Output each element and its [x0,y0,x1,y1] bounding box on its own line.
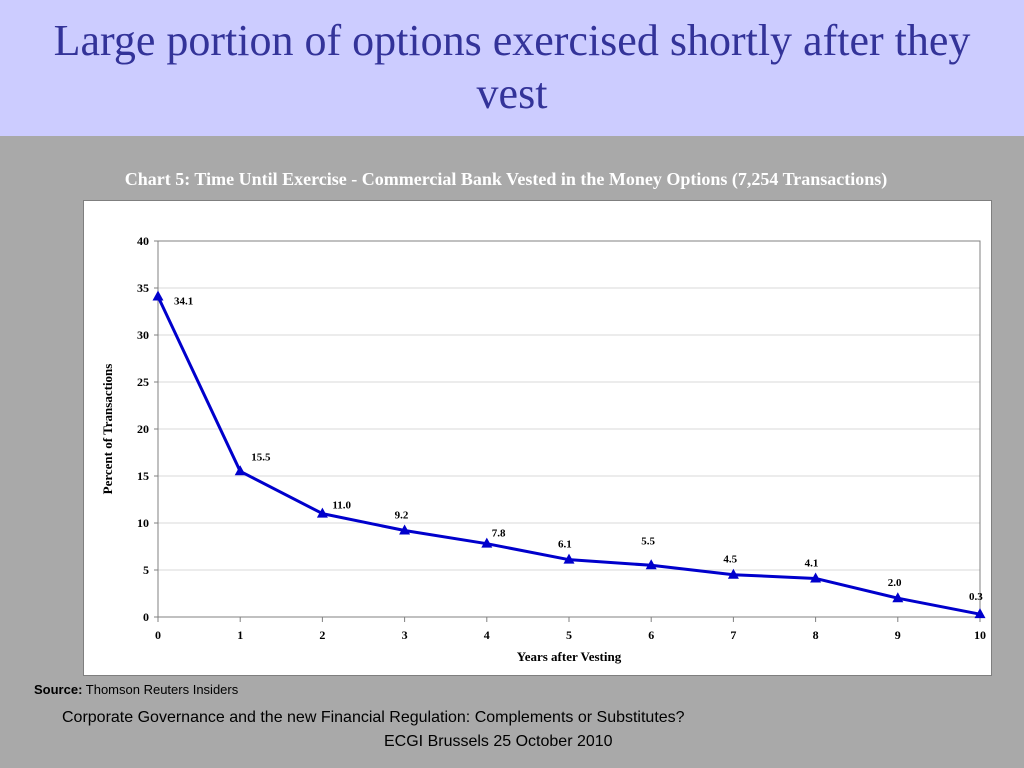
x-tick-label: 8 [813,628,819,642]
y-axis-title: Percent of Transactions [100,364,115,495]
x-tick-label: 9 [895,628,901,642]
y-tick-label: 35 [137,281,149,295]
data-point-marker [892,592,904,603]
y-tick-label: 0 [143,610,149,624]
source-text: Thomson Reuters Insiders [82,682,239,697]
slide-title: Large portion of options exercised short… [53,16,971,118]
y-tick-label: 25 [137,375,149,389]
x-tick-label: 4 [484,628,490,642]
x-tick-label: 5 [566,628,572,642]
x-tick-label: 3 [402,628,408,642]
data-label: 15.5 [251,451,271,463]
title-band: Large portion of options exercised short… [0,0,1024,136]
data-label: 4.1 [805,557,819,569]
chart-caption: Chart 5: Time Until Exercise - Commercia… [124,169,888,189]
chart-frame: 0 5 10 15 20 25 30 35 40 0 1 2 3 4 5 6 7 8 9 10 34.1 15.5 11.… [83,200,992,676]
line-chart: 0 5 10 15 20 25 30 35 40 0 1 2 3 4 5 6 7 8 9 10 34.1 15.5 11.… [100,234,986,664]
data-point-marker [399,524,411,535]
data-label: 4.5 [723,554,737,566]
x-tick-label: 6 [648,628,654,642]
data-point-marker [152,290,164,301]
data-point-marker [810,572,822,583]
x-axis-title: Years after Vesting [517,649,622,664]
y-tick-label: 30 [137,328,149,342]
data-point-marker [974,608,986,619]
data-point-marker [645,559,657,570]
footer-title: Corporate Governance and the new Financi… [62,709,685,726]
x-tick-label: 1 [237,628,243,642]
data-point-marker [234,465,246,476]
x-tick-label: 2 [319,628,325,642]
x-tick-label: 0 [155,628,161,642]
data-point-marker [563,553,575,564]
axes: 0 5 10 15 20 25 30 35 40 0 1 2 3 4 5 6 7 8 9 10 [137,234,986,642]
data-point-marker [727,568,739,579]
y-tick-label: 5 [143,563,149,577]
y-tick-label: 20 [137,422,149,436]
data-label: 6.1 [558,539,572,551]
data-point-marker [316,507,328,518]
series-path [156,295,981,616]
data-label: 11.0 [332,500,351,512]
data-label: 34.1 [174,295,193,307]
x-tick-label: 10 [974,628,986,642]
grid-lines [158,240,980,571]
y-tick-label: 10 [137,516,149,530]
data-label: 9.2 [395,510,409,522]
footer-event: ECGI Brussels 25 October 2010 [384,733,613,750]
series-line [152,290,986,619]
y-tick-label: 40 [137,234,149,248]
data-label: 0.3 [969,591,983,603]
y-tick-label: 15 [137,469,149,483]
data-label: 7.8 [492,528,506,540]
data-point-marker [481,537,493,548]
x-tick-label: 7 [730,628,736,642]
source-label: Source: [34,682,83,697]
source-line: Source: Thomson Reuters Insiders [34,682,238,697]
data-label: 2.0 [888,577,902,589]
data-label: 5.5 [641,535,655,547]
data-labels: 34.1 15.5 11.0 9.2 7.8 6.1 5.5 4.5 4.1 2.0 0.3 [174,295,983,603]
